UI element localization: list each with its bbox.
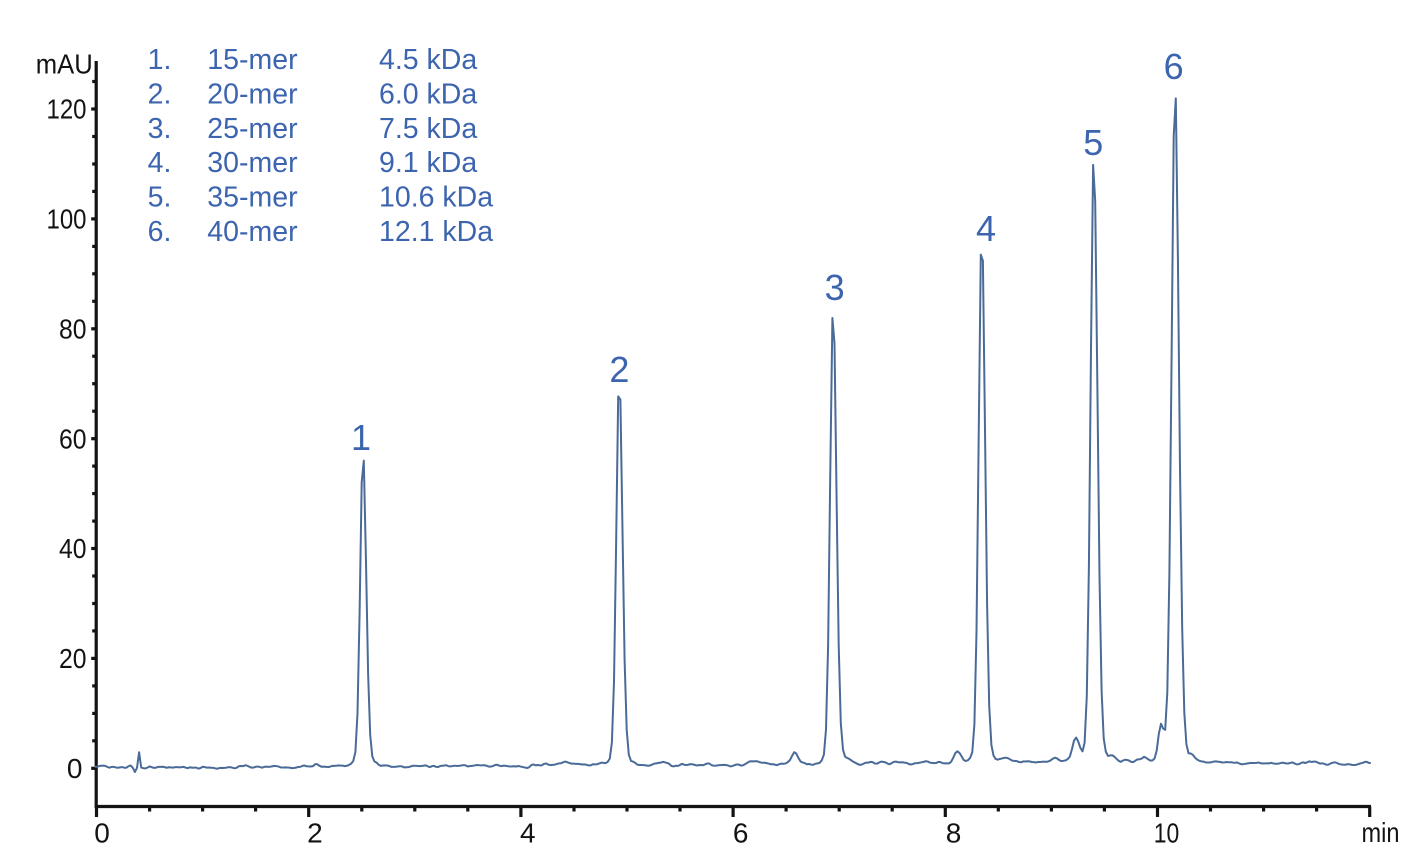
- svg-text:15-mer: 15-mer: [207, 44, 298, 76]
- svg-text:10: 10: [1154, 818, 1180, 849]
- svg-text:3.: 3.: [148, 113, 172, 145]
- svg-text:4: 4: [976, 208, 996, 249]
- svg-text:4: 4: [520, 818, 536, 849]
- svg-text:35-mer: 35-mer: [207, 182, 298, 214]
- svg-text:40: 40: [59, 533, 87, 564]
- svg-text:100: 100: [47, 204, 87, 235]
- svg-text:25-mer: 25-mer: [207, 113, 298, 145]
- svg-text:3: 3: [825, 267, 845, 308]
- svg-text:6.: 6.: [148, 216, 172, 248]
- svg-text:6: 6: [1164, 46, 1184, 87]
- svg-text:9.1 kDa: 9.1 kDa: [379, 147, 477, 179]
- svg-text:6: 6: [733, 818, 749, 849]
- svg-text:40-mer: 40-mer: [207, 216, 298, 248]
- svg-text:12.1 kDa: 12.1 kDa: [379, 216, 493, 248]
- svg-text:7.5 kDa: 7.5 kDa: [379, 113, 477, 145]
- svg-text:60: 60: [59, 423, 87, 454]
- svg-text:4.5 kDa: 4.5 kDa: [379, 44, 477, 76]
- svg-text:5.: 5.: [148, 182, 172, 214]
- svg-text:0: 0: [67, 753, 83, 784]
- svg-text:4.: 4.: [148, 147, 172, 179]
- svg-text:2.: 2.: [148, 78, 172, 110]
- svg-text:2: 2: [307, 818, 323, 849]
- svg-text:mAU: mAU: [36, 49, 93, 80]
- svg-text:min: min: [1362, 817, 1400, 848]
- svg-text:1.: 1.: [148, 44, 172, 76]
- svg-text:80: 80: [59, 313, 87, 344]
- svg-text:120: 120: [47, 94, 87, 125]
- svg-text:2: 2: [609, 349, 629, 390]
- svg-text:6.0 kDa: 6.0 kDa: [379, 78, 477, 110]
- svg-text:20: 20: [59, 643, 87, 674]
- svg-text:1: 1: [351, 417, 371, 458]
- svg-text:8: 8: [946, 818, 962, 849]
- svg-text:30-mer: 30-mer: [207, 147, 298, 179]
- svg-text:5: 5: [1083, 122, 1103, 163]
- svg-text:20-mer: 20-mer: [207, 78, 298, 110]
- svg-text:0: 0: [94, 818, 110, 849]
- svg-text:10.6 kDa: 10.6 kDa: [379, 182, 493, 214]
